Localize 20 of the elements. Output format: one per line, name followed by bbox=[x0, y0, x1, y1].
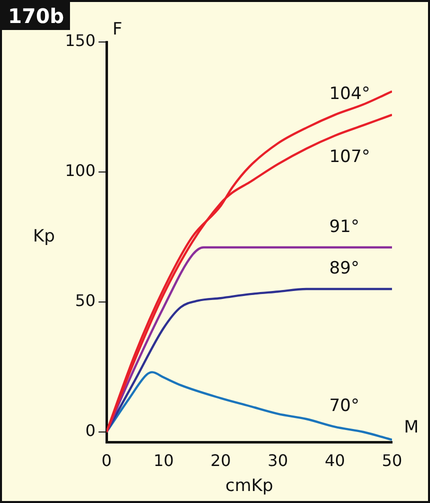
x-tick-label: 20 bbox=[210, 451, 231, 470]
text: M bbox=[404, 417, 419, 438]
x-tick-label: 50 bbox=[382, 451, 402, 470]
series-label: 104° bbox=[329, 84, 370, 104]
x-tick-label: 0 bbox=[101, 451, 112, 470]
series-label: 91° bbox=[329, 216, 360, 237]
text: F bbox=[112, 19, 122, 40]
y-tick-label: 0 bbox=[85, 421, 96, 440]
series-label: 107° bbox=[329, 147, 370, 168]
x-tick-label: 30 bbox=[268, 451, 288, 470]
x-tick-label: 40 bbox=[324, 451, 346, 470]
text: 170b bbox=[2, 2, 70, 30]
y-tick-label: 50 bbox=[75, 291, 96, 310]
y-tick-label: 100 bbox=[64, 161, 96, 180]
x-axis-title: cmKp bbox=[225, 476, 274, 496]
series-label: 89° bbox=[329, 258, 360, 278]
series-label: 70° bbox=[329, 396, 360, 416]
y-tick-label: 150 bbox=[64, 31, 96, 50]
y-axis-title: Kp bbox=[33, 226, 55, 246]
x-tick-label: 10 bbox=[153, 451, 174, 470]
